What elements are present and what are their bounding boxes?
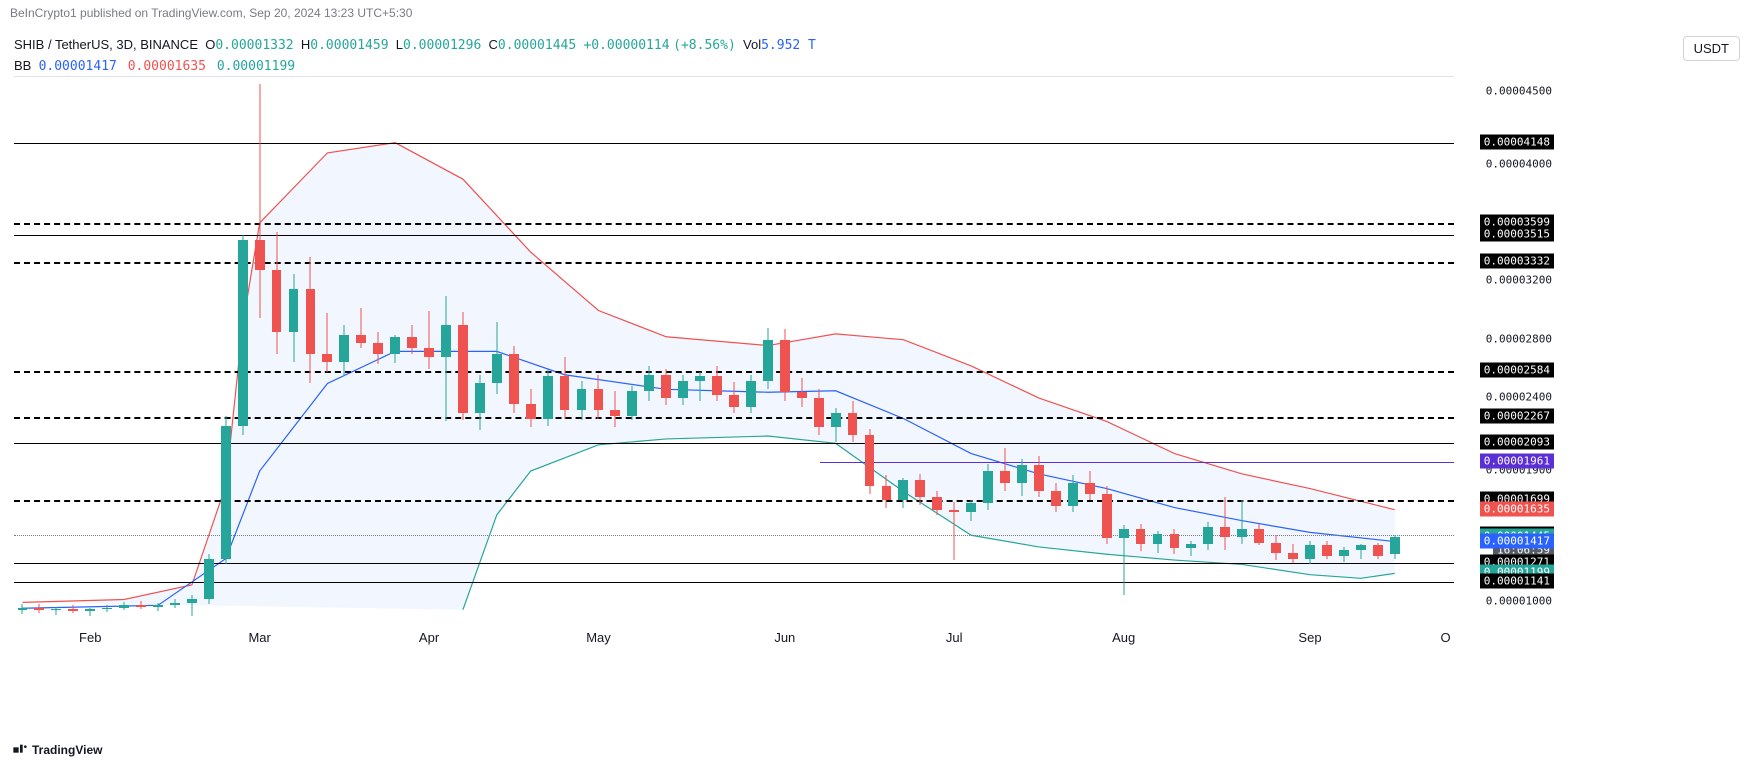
- bb-mid-value: 0.00001417: [39, 59, 117, 74]
- price-level-line: [14, 235, 1454, 236]
- price-label: 0.00001417: [1480, 533, 1554, 548]
- time-label: Jul: [946, 630, 963, 645]
- price-tick: 0.00002800: [1486, 332, 1552, 345]
- ohlc-l-label: L: [396, 37, 403, 52]
- footer-text: TradingView: [32, 743, 102, 757]
- price-tick: 0.00004000: [1486, 157, 1552, 170]
- price-axis[interactable]: 0.00004500 0.00004000 0.00003200 0.00002800…: [1454, 76, 1554, 616]
- vol-value: 5.952 T: [761, 38, 816, 53]
- attribution-text: BeInCrypto1 published on TradingView.com…: [10, 6, 1744, 20]
- ohlc-h-label: H: [301, 37, 310, 52]
- price-tick: 0.00002400: [1486, 391, 1552, 404]
- price-label: 0.00002584: [1480, 363, 1554, 378]
- time-label: Apr: [419, 630, 439, 645]
- price-level-line: [14, 417, 1454, 419]
- ohlc-pct-value: (+8.56%): [673, 38, 736, 53]
- price-level-line: [14, 143, 1454, 144]
- tradingview-logo: TradingView: [12, 742, 102, 758]
- price-label: 0.00003515: [1480, 227, 1554, 242]
- ohlc-change-value: +0.00000114: [583, 38, 669, 53]
- time-label: Feb: [79, 630, 101, 645]
- time-label: O: [1440, 630, 1450, 645]
- price-level-line: [14, 262, 1454, 264]
- price-level-line: [14, 371, 1454, 373]
- price-label: 0.00002267: [1480, 409, 1554, 424]
- chart-pane[interactable]: [14, 76, 1454, 616]
- price-tick: 0.00004500: [1486, 84, 1552, 97]
- bb-label: BB: [14, 58, 31, 73]
- price-level-line: [14, 582, 1454, 583]
- bb-lo-value: 0.00001199: [217, 59, 295, 74]
- time-label: Jun: [774, 630, 795, 645]
- price-level-line: [820, 462, 1454, 463]
- ohlc-o-value: 0.00001332: [215, 38, 293, 53]
- ohlc-o-label: O: [205, 37, 215, 52]
- tv-icon: [12, 742, 28, 758]
- chart-legend: SHIB / TetherUS, 3D, BINANCE O0.00001332…: [14, 36, 1740, 76]
- symbol-text: SHIB / TetherUS, 3D, BINANCE: [14, 37, 198, 52]
- price-level-line: [14, 563, 1454, 564]
- price-label: 0.00001961: [1480, 454, 1554, 469]
- denom-badge[interactable]: USDT: [1683, 36, 1740, 61]
- ohlc-c-value: 0.00001445: [498, 38, 576, 53]
- vol-label: Vol: [743, 37, 761, 52]
- time-axis[interactable]: Feb Mar Apr May Jun Jul Aug Sep O: [14, 626, 1454, 656]
- price-level-line: [14, 223, 1454, 225]
- price-tick: 0.00003200: [1486, 274, 1552, 287]
- price-label: 0.00004148: [1480, 134, 1554, 149]
- time-label: Sep: [1298, 630, 1321, 645]
- ohlc-c-label: C: [489, 37, 498, 52]
- price-tick: 0.00001000: [1486, 595, 1552, 608]
- time-label: Mar: [248, 630, 270, 645]
- price-label: 0.00001635: [1480, 501, 1554, 516]
- bb-up-value: 0.00001635: [128, 59, 206, 74]
- price-label: 0.00003332: [1480, 254, 1554, 269]
- ohlc-h-value: 0.00001459: [310, 38, 388, 53]
- time-label: Aug: [1112, 630, 1135, 645]
- price-label: 0.00002093: [1480, 434, 1554, 449]
- price-label: 0.00001141: [1480, 573, 1554, 588]
- ohlc-l-value: 0.00001296: [403, 38, 481, 53]
- time-label: May: [586, 630, 611, 645]
